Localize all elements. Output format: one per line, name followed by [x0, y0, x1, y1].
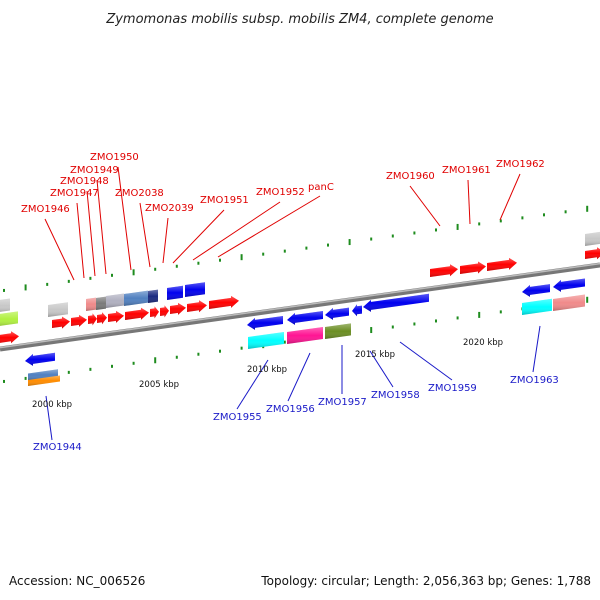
map-title: Zymomonas mobilis subsp. mobilis ZM4, co… — [105, 12, 493, 27]
gene-label-ZMO1959[interactable]: ZMO1959 — [428, 383, 477, 394]
gene-feature-shade — [52, 316, 70, 329]
leader-line — [467, 179, 471, 225]
gene-feature-shade — [325, 323, 351, 339]
gene-label-ZMO2039[interactable]: ZMO2039 — [145, 203, 194, 214]
leader-line — [162, 217, 169, 264]
leader-line — [369, 350, 394, 388]
gene-feature-shade — [88, 313, 97, 326]
leader-line — [192, 201, 281, 261]
leader-line — [117, 166, 132, 271]
genome-backbone-highlight — [0, 262, 600, 349]
gene-label-ZMO1962[interactable]: ZMO1962 — [496, 159, 545, 170]
gene-feature-shade — [28, 369, 58, 381]
scale-label-2005: 2005 kbp — [139, 380, 179, 390]
gene-feature-shade — [430, 264, 458, 277]
gene-feature-shade — [287, 311, 323, 325]
gene-feature-shade — [106, 293, 124, 308]
accession-text: Accession: NC_006526 — [9, 574, 145, 588]
scale-ticks-upper — [3, 205, 589, 292]
leader-line — [45, 395, 53, 441]
gene-feature-shade — [124, 290, 148, 306]
gene-feature-shade — [86, 297, 96, 311]
gene-feature-shade — [585, 247, 600, 260]
gene-feature-shade — [325, 307, 349, 320]
gene-feature-shade — [71, 314, 87, 327]
scale-label-2000: 2000 kbp — [32, 400, 72, 410]
genome-backbone — [0, 262, 600, 352]
gene-label-ZMO1948[interactable]: ZMO1948 — [60, 176, 109, 187]
gene-feature-shade — [522, 284, 550, 297]
leader-line — [409, 185, 441, 227]
gene-feature-shade — [167, 285, 183, 300]
gene-label-ZMO1947[interactable]: ZMO1947 — [50, 188, 99, 199]
gene-label-ZMO1950[interactable]: ZMO1950 — [90, 152, 139, 163]
leader-line — [217, 195, 321, 258]
leader-line — [86, 190, 96, 277]
gene-feature-shade — [150, 306, 159, 319]
gene-feature-shade — [97, 312, 107, 325]
gene-feature-shade — [28, 375, 60, 386]
label-leader-lines — [44, 166, 541, 441]
gene-label-ZMO2038[interactable]: ZMO2038 — [115, 188, 164, 199]
gene-feature-shade — [585, 231, 600, 246]
gene-label-ZMO1958[interactable]: ZMO1958 — [371, 390, 420, 401]
gene-glyphs — [0, 231, 600, 386]
scale-label-2010: 2010 kbp — [247, 365, 287, 375]
leader-line — [499, 173, 521, 221]
gene-label-ZMO1963[interactable]: ZMO1963 — [510, 375, 559, 386]
gene-label-ZMO1951[interactable]: ZMO1951 — [200, 195, 249, 206]
gene-feature-shade — [187, 300, 207, 313]
gene-feature-shade — [0, 331, 19, 344]
gene-feature-shade — [25, 352, 55, 366]
gene-feature-shade — [287, 327, 323, 344]
gene-feature-shade — [185, 282, 205, 297]
gene-feature-shade — [160, 305, 169, 318]
gene-feature-shade — [247, 316, 283, 330]
gene-label-ZMO1956[interactable]: ZMO1956 — [266, 404, 315, 415]
gene-feature-shade — [148, 289, 158, 303]
gene-feature-shade — [487, 257, 517, 271]
gene-label-ZMO1946[interactable]: ZMO1946 — [21, 204, 70, 215]
gene-feature-shade — [170, 302, 186, 315]
gene-label-ZMO1957[interactable]: ZMO1957 — [318, 397, 367, 408]
leader-line — [287, 352, 311, 402]
leader-line — [96, 179, 107, 275]
leader-line — [172, 209, 225, 264]
gene-label-ZMO1961[interactable]: ZMO1961 — [442, 165, 491, 176]
gene-feature-shade — [0, 311, 18, 326]
scale-label-2020: 2020 kbp — [463, 338, 503, 348]
gene-label-ZMO1952[interactable]: ZMO1952 — [256, 187, 305, 198]
gene-feature-shade — [108, 310, 124, 323]
gene-label-ZMO1949[interactable]: ZMO1949 — [70, 165, 119, 176]
leader-line — [139, 202, 151, 268]
gene-feature-shade — [209, 295, 239, 309]
gene-feature-shade — [0, 298, 10, 312]
scale-label-2015: 2015 kbp — [355, 350, 395, 360]
genome-summary-text: Topology: circular; Length: 2,056,363 bp… — [260, 574, 591, 588]
gene-feature-shade — [125, 307, 149, 320]
leader-line — [236, 359, 269, 410]
gene-feature-shade — [352, 304, 362, 317]
gene-feature-shade — [522, 298, 552, 315]
gene-feature-shade — [96, 296, 106, 310]
gene-feature-shade — [553, 278, 585, 292]
leader-line — [44, 218, 75, 281]
leader-line — [399, 341, 453, 381]
gene-label-ZMO1960[interactable]: ZMO1960 — [386, 171, 435, 182]
gene-label-panC[interactable]: panC — [308, 182, 334, 193]
leader-line — [532, 325, 541, 373]
gene-feature-shade — [248, 332, 284, 349]
gene-label-ZMO1955[interactable]: ZMO1955 — [213, 412, 262, 423]
gene-feature-shade — [460, 261, 486, 274]
gene-feature-shade — [48, 302, 68, 317]
gene-feature-shade — [553, 294, 585, 311]
leader-line — [76, 202, 85, 279]
gene-feature-shade — [363, 293, 429, 312]
gene-label-ZMO1944[interactable]: ZMO1944 — [33, 442, 82, 453]
